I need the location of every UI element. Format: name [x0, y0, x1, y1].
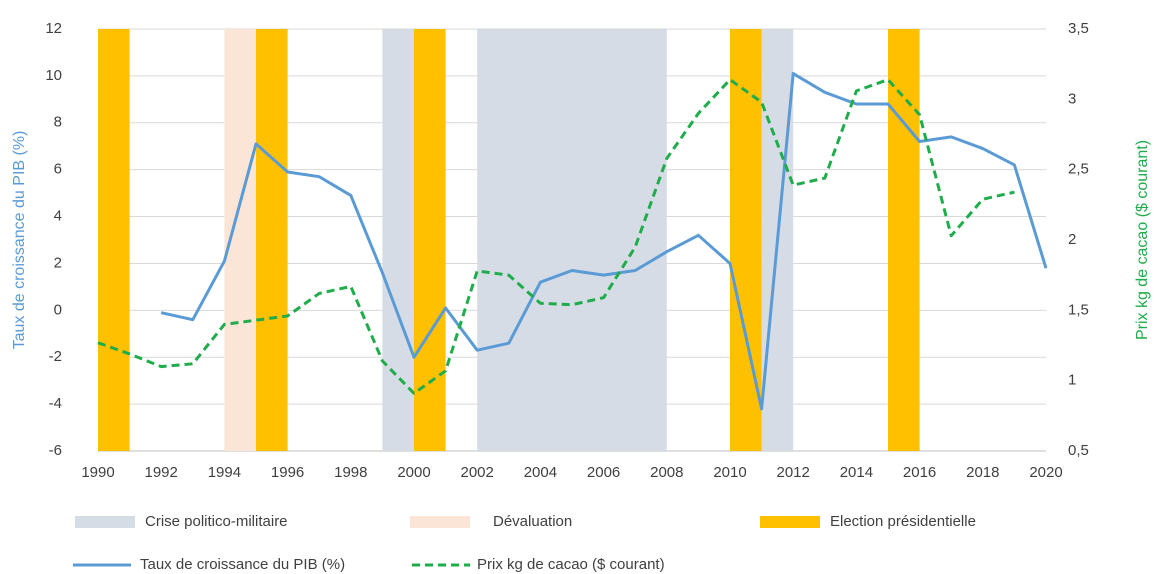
band: [888, 29, 920, 451]
x-tick-label: 2020: [1029, 464, 1062, 481]
series-line: [160, 72, 1048, 411]
x-tick-label: 1992: [145, 464, 178, 481]
x-tick-label: 2008: [650, 464, 683, 481]
y-tick-label: 2: [54, 254, 62, 271]
legend-label: Dévaluation: [493, 513, 572, 530]
y-tick-label: -2: [49, 348, 62, 365]
band: [98, 29, 130, 451]
x-tick-label: 1990: [81, 464, 114, 481]
legend-swatch: [410, 516, 470, 528]
band: [382, 29, 414, 451]
x-tick-label: 2010: [713, 464, 746, 481]
y2-tick-label: 3,5: [1068, 20, 1089, 37]
y-tick-label: 4: [54, 208, 62, 225]
y-axis-label: Taux de croissance du PIB (%): [11, 131, 28, 350]
legend-label: Crise politico-militaire: [145, 513, 288, 530]
y-tick-label: 0: [54, 301, 62, 318]
x-tick-label: 2004: [524, 464, 557, 481]
x-tick-label: 1998: [334, 464, 367, 481]
y-tick-label: -4: [49, 395, 62, 412]
y2-tick-label: 3: [1068, 90, 1076, 107]
x-tick-label: 2016: [903, 464, 936, 481]
y-tick-label: 12: [45, 20, 62, 37]
y-tick-label: 10: [45, 67, 62, 84]
x-tick-label: 2014: [840, 464, 873, 481]
legend-label: Election présidentielle: [830, 513, 976, 530]
x-tick-label: 1996: [271, 464, 304, 481]
legend-swatch: [760, 516, 820, 528]
y2-tick-label: 2: [1068, 231, 1076, 248]
x-tick-label: 2000: [397, 464, 430, 481]
y2-axis-label: Prix kg de cacao ($ courant): [1134, 140, 1151, 340]
x-tick-label: 2006: [587, 464, 620, 481]
y2-tick-label: 2,5: [1068, 161, 1089, 178]
y2-tick-label: 1,5: [1068, 301, 1089, 318]
band: [256, 29, 288, 451]
x-tick-label: 2012: [777, 464, 810, 481]
legend-label: Taux de croissance du PIB (%): [140, 556, 345, 573]
band: [414, 29, 446, 451]
band: [477, 29, 667, 451]
y-tick-label: -6: [49, 442, 62, 459]
x-tick-label: 2002: [461, 464, 494, 481]
y-tick-label: 6: [54, 161, 62, 178]
y2-tick-label: 1: [1068, 372, 1076, 389]
y2-tick-label: 0,5: [1068, 442, 1089, 459]
legend-label: Prix kg de cacao ($ courant): [477, 556, 665, 573]
series-line: [97, 78, 1015, 395]
y-tick-label: 8: [54, 114, 62, 131]
x-tick-label: 1994: [208, 464, 241, 481]
x-tick-label: 2018: [966, 464, 999, 481]
legend-swatch: [75, 516, 135, 528]
